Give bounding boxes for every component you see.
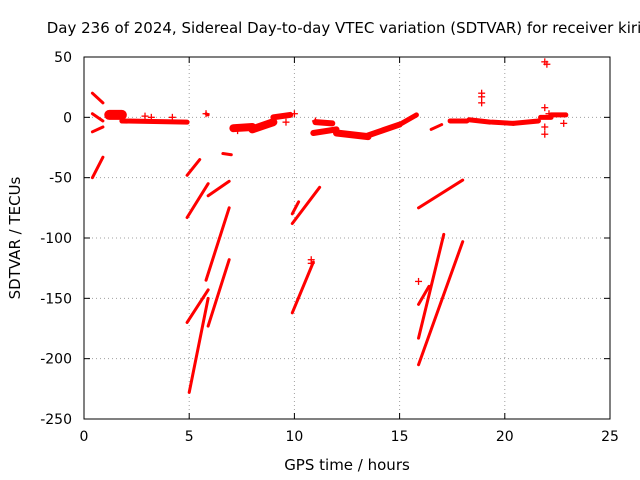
x-axis-label: GPS time / hours [284,456,410,474]
axis-ticks: 0 5 10 15 20 25 -250 -200 -150 -100 -50 0 50 [40,50,619,445]
data-track [310,126,340,137]
x-tick-label: 20 [496,429,514,445]
data-track [187,296,210,394]
x-tick-label: 15 [391,429,409,445]
data-point [415,277,423,285]
data-track [206,179,231,198]
data-track [417,178,465,210]
data-track [204,206,231,282]
data-track [90,155,105,180]
data-track [206,258,231,328]
data-marks [90,58,569,394]
data-point [234,127,242,135]
data-track [365,121,403,139]
y-tick-label: -250 [40,412,72,428]
plot-frame [83,56,611,420]
data-point [290,110,298,118]
data-point [168,113,176,121]
data-track [270,111,294,121]
y-tick-label: -100 [40,231,72,247]
y-tick-label: -150 [40,291,72,307]
y-tick-label: -50 [49,171,72,187]
data-point [202,110,210,118]
data-point [282,118,290,126]
y-tick-label: 50 [54,50,72,66]
data-track [429,123,444,131]
x-tick-label: 10 [285,429,303,445]
data-point [543,60,551,68]
data-track [90,112,105,123]
x-tick-label: 0 [80,429,89,445]
data-track [119,118,190,125]
data-track [417,240,465,367]
data-point [141,112,149,120]
data-track [290,200,301,216]
data-point [541,123,549,131]
data-track [185,158,202,177]
data-point [311,117,319,125]
data-track [312,119,336,127]
data-track [397,112,419,128]
data-point [541,130,549,138]
data-track [510,118,541,126]
data-point [541,104,549,112]
y-tick-label: -200 [40,352,72,368]
data-track [185,182,210,219]
data-track [221,152,233,157]
chart-title: Day 236 of 2024, Sidereal Day-to-day VTE… [47,19,640,37]
data-point [560,119,568,127]
data-track [290,185,322,226]
data-track [290,260,315,315]
x-tick-label: 25 [601,429,619,445]
data-track [417,232,446,340]
data-track [332,129,372,141]
data-track [90,125,105,134]
y-axis-label: SDTVAR / TECUs [6,176,24,299]
data-track [185,288,210,324]
grid [84,57,610,419]
data-point [545,110,553,118]
data-track [489,119,516,126]
x-tick-label: 5 [185,429,194,445]
data-point [307,259,315,267]
data-point [478,93,486,101]
data-track [417,284,431,306]
data-track [466,117,493,125]
data-point [478,99,486,107]
data-point [147,113,155,121]
data-track [248,118,278,134]
y-tick-label: 0 [63,110,72,126]
data-track [90,91,105,105]
